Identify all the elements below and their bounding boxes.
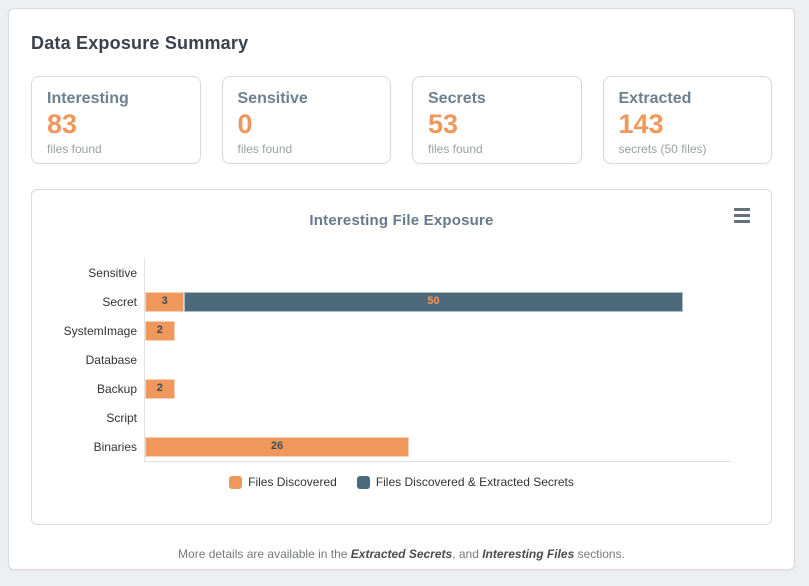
footer-text: sections. xyxy=(574,547,625,561)
legend-item-files-discovered[interactable]: Files Discovered xyxy=(229,475,337,489)
menu-bar xyxy=(734,207,750,211)
stat-card-interesting: Interesting 83 files found xyxy=(31,76,201,164)
footer-note: More details are available in the Extrac… xyxy=(31,547,772,561)
stat-card-value: 53 xyxy=(428,109,459,139)
stat-card-sensitive: Sensitive 0 files found xyxy=(221,76,391,164)
bar-track xyxy=(144,345,751,374)
bar-segment-files-discovered[interactable]: 3 xyxy=(145,291,185,312)
stat-card-label: Secrets xyxy=(428,90,486,107)
bar-stack xyxy=(145,408,731,428)
chart-legend: Files Discovered Files Discovered & Extr… xyxy=(52,475,751,489)
footer-text: , and xyxy=(452,547,483,561)
footer-text: More details are available in the xyxy=(178,547,351,561)
bar-stack: 26 xyxy=(145,436,731,457)
bar-track: 2 xyxy=(144,316,751,345)
stat-card-subtext: files found xyxy=(428,142,483,157)
bar-segment-files-discovered[interactable]: 2 xyxy=(145,320,175,341)
bar-track xyxy=(144,258,751,287)
bar-track: 2 xyxy=(144,374,751,403)
legend-label: Files Discovered & Extracted Secrets xyxy=(375,475,574,489)
plot-rows: Sensitive Secret 3 50 SystemImage 2 Database Ba… xyxy=(52,258,751,461)
bar-stack: 2 xyxy=(145,320,731,341)
bar-stack: 2 xyxy=(145,378,731,399)
chart-row-binaries: Binaries 26 xyxy=(52,432,751,461)
bar-stack: 3 50 xyxy=(145,291,731,312)
stat-card-label: Interesting xyxy=(47,90,129,107)
footer-section-extracted-secrets: Extracted Secrets xyxy=(350,547,453,561)
stat-card-value: 143 xyxy=(618,109,664,139)
y-axis-label: SystemImage xyxy=(63,323,137,338)
bar-track xyxy=(144,403,751,432)
bar-value-label: 50 xyxy=(427,295,440,307)
y-axis-label: Sensitive xyxy=(88,265,137,280)
y-axis-label: Secret xyxy=(102,294,137,309)
legend-swatch-orange xyxy=(229,475,243,489)
bar-chart-plot: Sensitive Secret 3 50 SystemImage 2 Database Ba… xyxy=(52,258,751,462)
stat-card-value: 83 xyxy=(47,109,78,139)
bar-value-label: 2 xyxy=(156,324,163,336)
page-title: Data Exposure Summary xyxy=(31,33,249,53)
hamburger-menu-icon[interactable] xyxy=(731,205,753,225)
bar-value-label: 2 xyxy=(156,382,163,394)
y-axis-label: Script xyxy=(106,410,137,425)
chart-row-sensitive: Sensitive xyxy=(52,258,751,287)
stat-card-value: 0 xyxy=(237,109,253,139)
stat-card-subtext: files found xyxy=(237,142,293,157)
x-axis-line xyxy=(144,461,731,462)
bar-segment-files-discovered[interactable]: 2 xyxy=(145,378,175,399)
stat-card-subtext: secrets (50 files) xyxy=(618,142,707,157)
data-exposure-summary-panel: Data Exposure Summary Interesting 83 fil… xyxy=(8,8,795,570)
menu-bar xyxy=(734,213,750,217)
legend-swatch-dark-slate xyxy=(356,475,370,489)
bar-track: 26 xyxy=(144,432,751,461)
chart-row-secret: Secret 3 50 xyxy=(52,287,751,316)
footer-section-interesting-files: Interesting Files xyxy=(482,547,575,561)
y-axis-label: Database xyxy=(85,352,137,367)
chart-title: Interesting File Exposure xyxy=(309,212,494,229)
menu-bar xyxy=(734,219,750,223)
stat-cards-row: Interesting 83 files found Sensitive 0 f… xyxy=(31,76,772,164)
y-axis-label: Backup xyxy=(96,381,137,396)
bar-segment-files-discovered[interactable]: 26 xyxy=(145,436,409,457)
bar-value-label: 3 xyxy=(161,295,168,307)
stat-card-label: Sensitive xyxy=(237,90,308,107)
legend-label: Files Discovered xyxy=(248,475,337,489)
stat-card-extracted: Extracted 143 secrets (50 files) xyxy=(602,76,772,164)
bar-stack xyxy=(145,263,731,283)
y-axis-label: Binaries xyxy=(93,439,137,454)
interesting-file-exposure-chart: Interesting File Exposure Sensitive Secre… xyxy=(31,189,772,525)
stat-card-secrets: Secrets 53 files found xyxy=(412,76,582,164)
chart-row-script: Script xyxy=(52,403,751,432)
legend-item-files-discovered-extracted[interactable]: Files Discovered & Extracted Secrets xyxy=(356,475,574,489)
bar-stack xyxy=(145,350,731,370)
bar-track: 3 50 xyxy=(144,287,751,316)
chart-row-systemimage: SystemImage 2 xyxy=(52,316,751,345)
stat-card-subtext: files found xyxy=(47,142,102,157)
bar-value-label: 26 xyxy=(270,440,284,452)
chart-row-database: Database xyxy=(52,345,751,374)
stat-card-label: Extracted xyxy=(618,90,692,107)
bar-segment-extracted-secrets[interactable]: 50 xyxy=(184,291,683,312)
chart-row-backup: Backup 2 xyxy=(52,374,751,403)
